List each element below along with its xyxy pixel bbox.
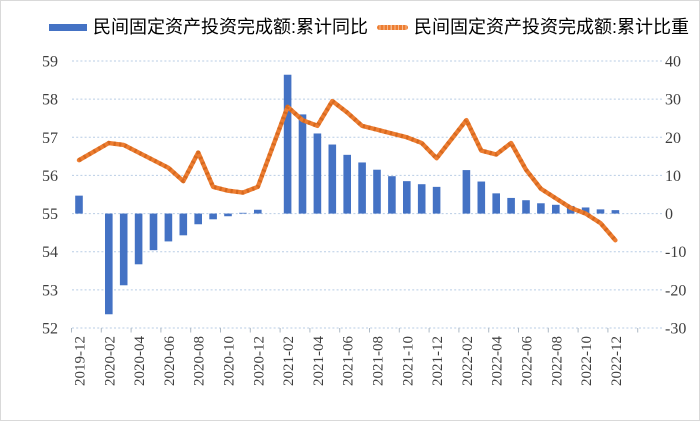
bar xyxy=(507,197,515,214)
x-tick-label: 2021-08 xyxy=(371,336,387,386)
left-tick-label: 54 xyxy=(42,244,58,261)
bar xyxy=(254,209,262,214)
x-axis-ticks xyxy=(71,328,639,333)
x-tick-label: 2020-12 xyxy=(251,336,267,386)
right-tick-label: 30 xyxy=(665,92,681,109)
right-tick-label: 20 xyxy=(665,130,681,147)
x-tick-label: 2022-08 xyxy=(549,336,565,386)
bar xyxy=(149,213,158,251)
left-tick-label: 56 xyxy=(42,168,58,185)
bar xyxy=(194,213,202,225)
bar xyxy=(611,210,620,214)
bar xyxy=(283,74,292,214)
x-tick-label: 2021-10 xyxy=(400,336,416,386)
left-tick-label: 53 xyxy=(42,282,58,299)
right-tick-label: -30 xyxy=(665,320,686,337)
bar xyxy=(239,212,247,214)
x-tick-label: 2022-06 xyxy=(520,336,536,386)
right-tick-label: -10 xyxy=(665,244,686,261)
bar xyxy=(343,154,351,214)
left-tick-label: 57 xyxy=(42,130,58,147)
bar xyxy=(75,195,83,214)
bar xyxy=(358,162,366,214)
left-tick-label: 59 xyxy=(42,54,58,71)
right-axis-labels: 40 30 20 10 0 -10 -20 -30 xyxy=(665,54,686,338)
bar xyxy=(537,203,545,214)
x-tick-label: 2022-10 xyxy=(579,336,595,386)
left-tick-label: 55 xyxy=(42,206,58,223)
bar xyxy=(134,213,143,265)
right-tick-label: 40 xyxy=(665,54,681,71)
line-legend-swatch xyxy=(377,24,408,30)
x-tick-label: 2022-12 xyxy=(609,336,625,386)
bar-series xyxy=(75,74,620,315)
bar xyxy=(179,213,188,236)
x-axis-labels: 2019-12 2020-02 2020-04 2020-06 2020-08 2020-… xyxy=(73,336,625,386)
x-tick-label: 2022-02 xyxy=(460,336,476,386)
x-tick-label: 2021-04 xyxy=(311,336,327,386)
bar xyxy=(596,209,605,214)
right-tick-label: -20 xyxy=(665,282,686,299)
bar xyxy=(209,213,217,220)
legend-label-bar: 民间固定资产投资完成额:累计同比 xyxy=(93,17,368,37)
bar xyxy=(462,170,471,214)
bar-legend-swatch xyxy=(49,23,87,31)
bar xyxy=(119,213,128,286)
bar xyxy=(298,114,307,214)
x-tick-label: 2021-02 xyxy=(281,336,297,386)
x-tick-label: 2019-12 xyxy=(73,336,89,386)
x-tick-label: 2022-04 xyxy=(490,336,506,386)
line-series xyxy=(76,98,618,243)
left-tick-label: 52 xyxy=(42,320,58,337)
x-tick-label: 2020-10 xyxy=(222,336,238,386)
bar xyxy=(581,207,590,214)
bar xyxy=(477,181,486,214)
bar xyxy=(403,181,411,214)
bar xyxy=(432,186,441,214)
bar xyxy=(552,204,560,214)
left-axis-labels: 59 58 57 56 55 54 53 52 xyxy=(42,54,58,338)
x-tick-label: 2020-08 xyxy=(192,336,208,386)
bar xyxy=(224,213,232,217)
x-tick-label: 2020-02 xyxy=(102,336,118,386)
legend: 民间固定资产投资完成额:累计同比 民间固定资产投资完成额:累计比重 xyxy=(49,18,689,36)
legend-label-line: 民间固定资产投资完成额:累计比重 xyxy=(414,17,689,37)
x-tick-label: 2020-04 xyxy=(132,336,148,386)
bar xyxy=(492,193,500,214)
bar xyxy=(313,133,322,214)
bar xyxy=(164,213,173,242)
bar xyxy=(522,200,530,214)
right-tick-label: 0 xyxy=(665,206,673,223)
gridlines xyxy=(72,60,662,329)
bar xyxy=(105,213,113,315)
x-tick-label: 2021-06 xyxy=(341,336,357,386)
bar xyxy=(417,184,426,214)
left-tick-label: 58 xyxy=(42,92,58,109)
bar xyxy=(388,176,396,214)
x-tick-label: 2021-12 xyxy=(430,336,446,386)
x-tick-label: 2020-06 xyxy=(162,336,178,386)
bar xyxy=(328,144,337,214)
right-tick-label: 10 xyxy=(665,168,681,185)
bar xyxy=(373,169,381,214)
